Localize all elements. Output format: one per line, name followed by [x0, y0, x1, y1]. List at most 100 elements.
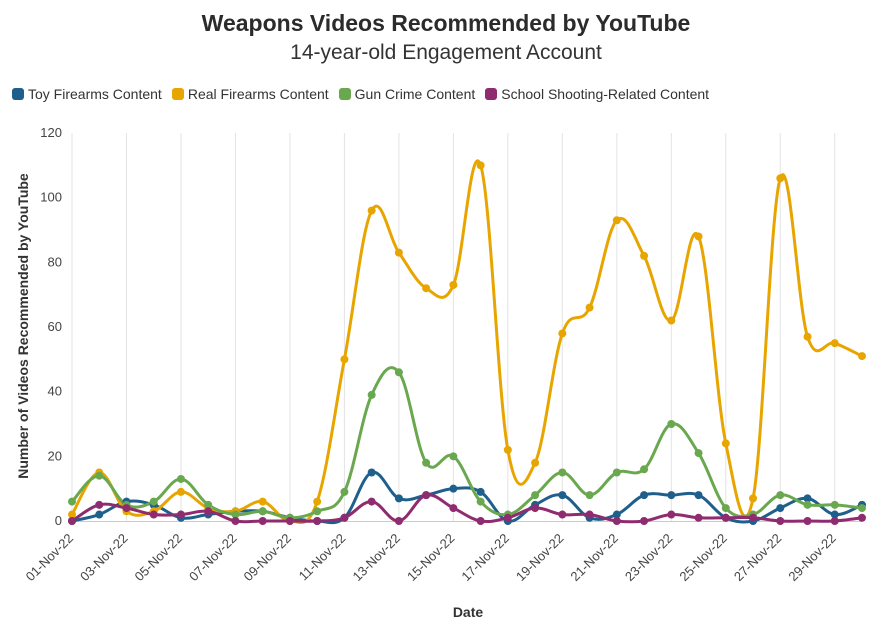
- data-point-real-firearms-content[interactable]: [176, 487, 185, 496]
- data-point-gun-crime-content[interactable]: [231, 510, 240, 519]
- data-point-gun-crime-content[interactable]: [394, 368, 403, 377]
- data-point-real-firearms-content[interactable]: [585, 303, 594, 312]
- data-point-school-shooting-related-content[interactable]: [749, 513, 758, 522]
- data-point-gun-crime-content[interactable]: [258, 507, 267, 516]
- data-point-real-firearms-content[interactable]: [612, 216, 621, 225]
- data-point-real-firearms-content[interactable]: [367, 206, 376, 215]
- data-point-toy-firearms-content[interactable]: [694, 491, 703, 500]
- data-point-toy-firearms-content[interactable]: [449, 484, 458, 493]
- data-point-school-shooting-related-content[interactable]: [285, 517, 294, 525]
- data-point-gun-crime-content[interactable]: [858, 504, 866, 513]
- data-point-school-shooting-related-content[interactable]: [422, 491, 431, 500]
- data-point-gun-crime-content[interactable]: [776, 491, 785, 500]
- data-point-real-firearms-content[interactable]: [258, 497, 267, 506]
- data-point-real-firearms-content[interactable]: [476, 161, 485, 170]
- data-point-school-shooting-related-content[interactable]: [776, 517, 785, 525]
- data-point-school-shooting-related-content[interactable]: [122, 504, 131, 513]
- data-point-toy-firearms-content[interactable]: [367, 468, 376, 477]
- data-point-real-firearms-content[interactable]: [313, 497, 322, 506]
- data-point-school-shooting-related-content[interactable]: [68, 517, 76, 525]
- data-point-gun-crime-content[interactable]: [68, 497, 76, 506]
- data-point-real-firearms-content[interactable]: [68, 510, 76, 519]
- data-point-real-firearms-content[interactable]: [422, 284, 431, 293]
- legend-item-school-shooting[interactable]: School Shooting-Related Content: [485, 86, 709, 102]
- data-point-gun-crime-content[interactable]: [830, 500, 839, 509]
- data-point-toy-firearms-content[interactable]: [667, 491, 676, 500]
- data-point-toy-firearms-content[interactable]: [640, 491, 649, 500]
- data-point-real-firearms-content[interactable]: [531, 458, 540, 467]
- data-point-real-firearms-content[interactable]: [640, 251, 649, 260]
- data-point-school-shooting-related-content[interactable]: [149, 510, 158, 519]
- data-point-school-shooting-related-content[interactable]: [204, 507, 213, 516]
- data-point-gun-crime-content[interactable]: [176, 474, 185, 483]
- data-point-school-shooting-related-content[interactable]: [667, 510, 676, 519]
- data-point-school-shooting-related-content[interactable]: [585, 510, 594, 519]
- data-point-school-shooting-related-content[interactable]: [476, 517, 485, 525]
- data-point-real-firearms-content[interactable]: [694, 232, 703, 241]
- data-point-gun-crime-content[interactable]: [95, 471, 104, 480]
- data-point-gun-crime-content[interactable]: [531, 491, 540, 500]
- data-point-real-firearms-content[interactable]: [803, 332, 812, 341]
- data-point-toy-firearms-content[interactable]: [394, 494, 403, 503]
- data-point-school-shooting-related-content[interactable]: [340, 513, 349, 522]
- data-point-school-shooting-related-content[interactable]: [449, 504, 458, 513]
- data-point-school-shooting-related-content[interactable]: [803, 517, 812, 525]
- data-point-gun-crime-content[interactable]: [149, 497, 158, 506]
- data-point-school-shooting-related-content[interactable]: [640, 517, 649, 525]
- data-point-school-shooting-related-content[interactable]: [367, 497, 376, 506]
- data-point-real-firearms-content[interactable]: [503, 445, 512, 454]
- data-point-school-shooting-related-content[interactable]: [721, 513, 730, 522]
- data-point-school-shooting-related-content[interactable]: [394, 517, 403, 525]
- data-point-toy-firearms-content[interactable]: [803, 494, 812, 503]
- data-point-school-shooting-related-content[interactable]: [503, 513, 512, 522]
- data-point-school-shooting-related-content[interactable]: [612, 517, 621, 525]
- data-point-real-firearms-content[interactable]: [558, 329, 567, 338]
- data-point-school-shooting-related-content[interactable]: [176, 510, 185, 519]
- data-point-gun-crime-content[interactable]: [640, 465, 649, 474]
- legend-item-real-firearms[interactable]: Real Firearms Content: [171, 86, 329, 102]
- data-point-gun-crime-content[interactable]: [340, 487, 349, 496]
- data-point-school-shooting-related-content[interactable]: [231, 517, 240, 525]
- data-point-gun-crime-content[interactable]: [476, 497, 485, 506]
- data-point-gun-crime-content[interactable]: [694, 449, 703, 458]
- data-point-school-shooting-related-content[interactable]: [531, 504, 540, 513]
- data-point-gun-crime-content[interactable]: [204, 500, 213, 509]
- data-point-real-firearms-content[interactable]: [340, 355, 349, 364]
- data-point-toy-firearms-content[interactable]: [476, 487, 485, 496]
- data-point-gun-crime-content[interactable]: [721, 504, 730, 513]
- data-point-school-shooting-related-content[interactable]: [95, 500, 104, 509]
- data-point-gun-crime-content[interactable]: [585, 491, 594, 500]
- data-point-school-shooting-related-content[interactable]: [558, 510, 567, 519]
- data-point-gun-crime-content[interactable]: [449, 452, 458, 461]
- data-point-school-shooting-related-content[interactable]: [694, 513, 703, 522]
- data-point-real-firearms-content[interactable]: [667, 316, 676, 325]
- data-point-toy-firearms-content[interactable]: [776, 504, 785, 513]
- data-point-school-shooting-related-content[interactable]: [830, 517, 839, 525]
- data-point-gun-crime-content[interactable]: [313, 507, 322, 516]
- data-point-gun-crime-content[interactable]: [803, 500, 812, 509]
- data-point-gun-crime-content[interactable]: [367, 390, 376, 399]
- data-point-toy-firearms-content[interactable]: [95, 510, 104, 519]
- data-point-real-firearms-content[interactable]: [749, 494, 758, 503]
- data-point-real-firearms-content[interactable]: [721, 439, 730, 448]
- legend-item-gun-crime[interactable]: Gun Crime Content: [338, 86, 475, 102]
- data-point-school-shooting-related-content[interactable]: [858, 513, 866, 522]
- legend-swatch-gun-crime: [338, 88, 351, 100]
- data-point-real-firearms-content[interactable]: [830, 339, 839, 348]
- data-point-gun-crime-content[interactable]: [612, 468, 621, 477]
- data-point-real-firearms-content[interactable]: [858, 352, 866, 361]
- data-point-toy-firearms-content[interactable]: [558, 491, 567, 500]
- data-point-toy-firearms-content[interactable]: [830, 510, 839, 519]
- x-tick-label: 05-Nov-22: [132, 531, 186, 585]
- x-tick-label: 23-Nov-22: [622, 531, 676, 585]
- data-point-real-firearms-content[interactable]: [449, 280, 458, 289]
- data-point-gun-crime-content[interactable]: [558, 468, 567, 477]
- data-point-school-shooting-related-content[interactable]: [258, 517, 267, 525]
- data-point-real-firearms-content[interactable]: [394, 248, 403, 257]
- data-point-gun-crime-content[interactable]: [667, 420, 676, 428]
- legend-item-toy-firearms[interactable]: Toy Firearms Content: [12, 86, 162, 102]
- data-point-school-shooting-related-content[interactable]: [313, 517, 322, 525]
- data-point-toy-firearms-content[interactable]: [612, 510, 621, 519]
- data-point-gun-crime-content[interactable]: [422, 458, 431, 467]
- data-point-real-firearms-content[interactable]: [776, 174, 785, 183]
